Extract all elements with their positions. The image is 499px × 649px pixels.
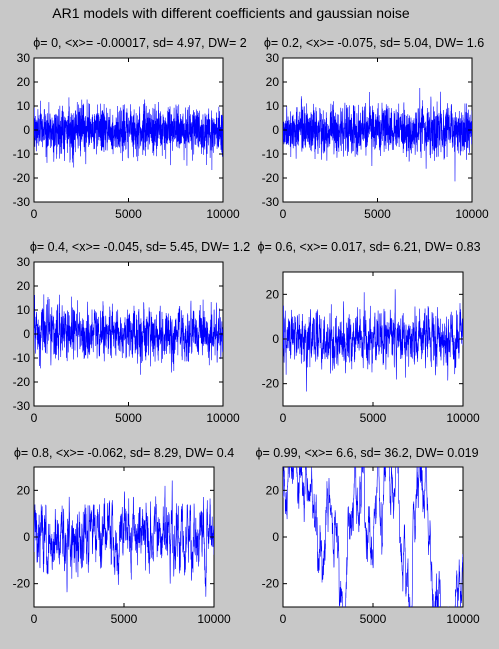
x-tick-label: 10000 xyxy=(197,612,231,626)
y-tick-label: -10 xyxy=(13,147,31,161)
y-tick-label: -20 xyxy=(262,577,280,591)
y-tick-label: -20 xyxy=(262,171,280,185)
x-tick-label: 0 xyxy=(280,612,287,626)
y-tick-label: 0 xyxy=(23,327,30,341)
series-line xyxy=(34,294,223,375)
y-tick-label: -10 xyxy=(262,147,280,161)
series-line xyxy=(283,289,463,392)
y-tick-label: -20 xyxy=(262,377,280,391)
subplot-3: ϕ= 0.4, <x>= -0.045, sd= 5.45, DW= 1.2 0 5… xyxy=(13,240,251,425)
figure-title: AR1 models with different coefficients a… xyxy=(52,5,410,21)
y-tick-label: 30 xyxy=(266,51,280,65)
x-tick-label: 5000 xyxy=(360,411,387,425)
y-tick-label: -30 xyxy=(13,399,31,413)
y-tick-label: 0 xyxy=(23,530,30,544)
y-tick-label: 10 xyxy=(17,99,31,113)
y-tick-label: 30 xyxy=(17,51,31,65)
series-line xyxy=(34,480,214,597)
x-tick-label: 10000 xyxy=(206,207,240,221)
axes-box xyxy=(282,466,464,608)
x-tick-label: 0 xyxy=(31,612,38,626)
y-tick-label: 20 xyxy=(266,287,280,301)
series-line xyxy=(283,88,472,182)
subplot-title: ϕ= 0, <x>= -0.00017, sd= 4.97, DW= 2 xyxy=(33,36,246,50)
y-tick-label: -10 xyxy=(13,351,31,365)
series-line xyxy=(283,467,463,607)
y-tick-label: 20 xyxy=(266,483,280,497)
y-tick-label: -20 xyxy=(13,375,31,389)
y-tick-label: 20 xyxy=(17,483,31,497)
subplot-5: ϕ= 0.8, <x>= -0.062, sd= 8.29, DW= 0.4 0 5… xyxy=(13,446,235,626)
y-tick-label: 0 xyxy=(272,332,279,346)
y-tick-label: -30 xyxy=(13,195,31,209)
y-tick-label: 20 xyxy=(266,75,280,89)
subplot-title: ϕ= 0.2, <x>= -0.075, sd= 5.04, DW= 1.6 xyxy=(264,36,484,50)
subplot-4: ϕ= 0.6, <x>= 0.017, sd= 6.21, DW= 0.83 0 5… xyxy=(257,240,480,425)
y-tick-label: 10 xyxy=(266,99,280,113)
y-tick-label: -30 xyxy=(262,195,280,209)
subplot-title: ϕ= 0.99, <x>= 6.6, sd= 36.2, DW= 0.019 xyxy=(255,446,478,460)
subplot-title: ϕ= 0.6, <x>= 0.017, sd= 6.21, DW= 0.83 xyxy=(257,240,480,254)
y-tick-label: 0 xyxy=(272,123,279,137)
subplot-1: ϕ= 0, <x>= -0.00017, sd= 4.97, DW= 2 0 500… xyxy=(13,36,247,221)
x-tick-label: 10000 xyxy=(455,207,489,221)
y-tick-label: 20 xyxy=(17,75,31,89)
y-tick-label: 10 xyxy=(17,303,31,317)
x-tick-label: 5000 xyxy=(115,207,142,221)
subplot-2: ϕ= 0.2, <x>= -0.075, sd= 5.04, DW= 1.6 0 5… xyxy=(262,36,489,221)
x-tick-label: 0 xyxy=(31,411,38,425)
y-tick-label: 30 xyxy=(17,255,31,269)
subplot-title: ϕ= 0.8, <x>= -0.062, sd= 8.29, DW= 0.4 xyxy=(14,446,234,460)
x-tick-label: 5000 xyxy=(364,207,391,221)
x-tick-label: 5000 xyxy=(360,612,387,626)
subplot-6: ϕ= 0.99, <x>= 6.6, sd= 36.2, DW= 0.019 0 5… xyxy=(255,446,480,626)
panels: ϕ= 0, <x>= -0.00017, sd= 4.97, DW= 2 0 500… xyxy=(13,36,489,626)
series-line xyxy=(34,97,223,171)
x-tick-label: 0 xyxy=(280,207,287,221)
x-tick-label: 10000 xyxy=(446,612,480,626)
x-tick-label: 5000 xyxy=(115,411,142,425)
x-tick-label: 0 xyxy=(31,207,38,221)
y-tick-label: -20 xyxy=(13,171,31,185)
subplot-title: ϕ= 0.4, <x>= -0.045, sd= 5.45, DW= 1.2 xyxy=(30,240,250,254)
x-tick-label: 0 xyxy=(280,411,287,425)
y-tick-label: 20 xyxy=(17,279,31,293)
x-tick-label: 10000 xyxy=(446,411,480,425)
y-tick-label: 0 xyxy=(272,530,279,544)
x-tick-label: 10000 xyxy=(206,411,240,425)
y-tick-label: 0 xyxy=(23,123,30,137)
x-tick-label: 5000 xyxy=(111,612,138,626)
y-tick-label: -20 xyxy=(13,577,31,591)
